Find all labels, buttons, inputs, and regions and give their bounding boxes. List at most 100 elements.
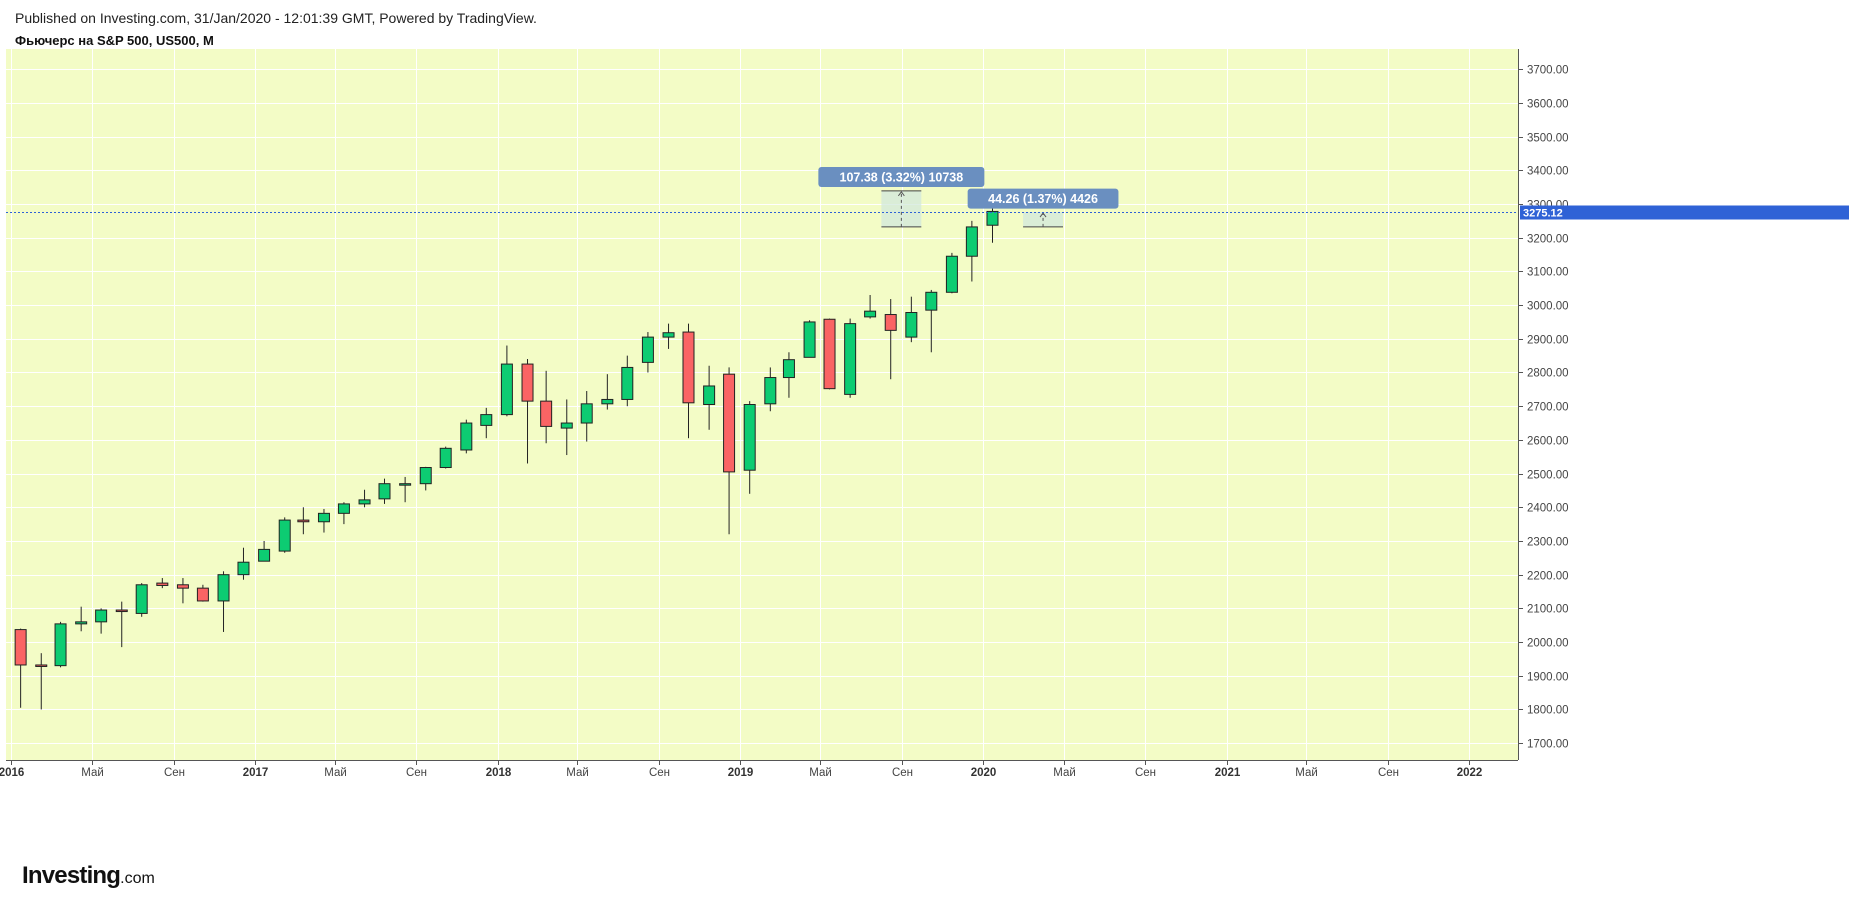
x-tick-label: Сен [649,767,670,779]
candle [682,323,695,439]
y-tick-label: 2600.00 [1527,436,1569,448]
x-tick-label: 2016 [0,767,24,779]
candle-body [500,363,513,416]
x-tick-label: 2020 [971,767,997,779]
candle-body [480,414,493,426]
candle-body [460,422,473,451]
candle [258,540,271,562]
y-tick-label: 3700.00 [1527,65,1569,77]
x-tick-label: Сен [164,767,185,779]
y-tick-label: 2700.00 [1527,402,1569,414]
x-tick-label: 2021 [1215,767,1241,779]
y-tick-label: 2200.00 [1527,571,1569,583]
candle-body [743,404,756,471]
candle-body [641,336,654,363]
candle-body [764,377,777,405]
x-tick-label: Сен [1135,767,1156,779]
candle [337,502,350,525]
y-axis-background [1518,49,1853,760]
candle [764,367,777,412]
candle-body [925,291,938,311]
candle-body [95,609,108,623]
y-tick-label: 3500.00 [1527,133,1569,145]
y-tick-label: 1800.00 [1527,705,1569,717]
x-tick-label: Сен [1378,767,1399,779]
y-tick-label: 3100.00 [1527,267,1569,279]
candles [14,190,999,710]
candle-body [278,519,291,552]
candle-body [560,422,573,429]
x-tick-label: Май [324,767,347,779]
logo-sub-text: .com [120,870,155,887]
x-tick-label: Май [809,767,832,779]
candle [54,621,67,668]
x-tick-label: Май [1053,767,1076,779]
candle [237,547,250,580]
candle [782,352,795,398]
y-tick-label: 2000.00 [1527,638,1569,650]
candle-body [521,363,534,402]
published-info: Published on Investing.com, 31/Jan/2020 … [15,10,537,26]
plot-background [6,49,1518,760]
candle-body [35,664,48,667]
measurement: 107.38 (3.32%) 10738 [818,167,985,228]
candle-body [217,574,230,602]
candle-body [135,584,148,614]
y-tick-label: 3400.00 [1527,166,1569,178]
grid-lines [6,49,1518,760]
candle [925,289,938,353]
candle-body [258,548,271,562]
candle [743,401,756,494]
candle [196,584,209,602]
y-axis: 1700.00 1800.00 1900.00 2000.00 2100.00 2200.… [1518,49,1853,780]
candle [358,489,371,508]
current-price-badge [1520,205,1849,220]
candle-body [115,609,128,613]
x-tick-label: Май [566,767,589,779]
header: Published on Investing.com, 31/Jan/2020 … [0,0,1853,56]
candle [95,608,108,634]
candle [580,391,593,442]
y-tick-label: 2900.00 [1527,335,1569,347]
measure-arrow-head [897,191,905,197]
candle-body [14,629,27,666]
candle [521,359,534,464]
measure-label: 44.26 (1.37%) 4426 [988,192,1098,206]
candle [844,318,857,398]
measure-arrow-head [1039,212,1047,218]
candle-body [723,373,736,473]
candle [75,606,88,632]
candle-body [884,314,897,331]
candle-body [782,359,795,379]
candle-body [358,499,371,505]
candle [641,332,654,373]
candle-body [399,483,412,486]
candle [378,478,391,504]
candle-body [905,312,918,338]
y-tick-label: 1900.00 [1527,672,1569,684]
candle-body [864,310,877,318]
measure-label: 107.38 (3.32%) 10738 [840,171,964,185]
candle [35,653,48,710]
x-tick-label: 2019 [728,767,754,779]
candle [945,252,958,294]
y-tick-label: 2400.00 [1527,503,1569,515]
candle [439,446,452,469]
candle-body [823,318,836,390]
candle [884,299,897,380]
y-tick-label: 3600.00 [1527,99,1569,111]
candle-body [682,331,695,404]
x-tick-label: 2018 [486,767,512,779]
logo-main-text: Investing [22,862,121,889]
candle [115,601,128,648]
candle-body [196,587,209,602]
candle [540,370,553,444]
y-tick-label: 2500.00 [1527,470,1569,482]
candle-body [662,332,675,338]
x-tick-label: 2017 [243,767,269,779]
candle [14,628,27,708]
x-tick-label: Сен [406,767,427,779]
candle [823,318,836,390]
candle-body [540,400,553,427]
